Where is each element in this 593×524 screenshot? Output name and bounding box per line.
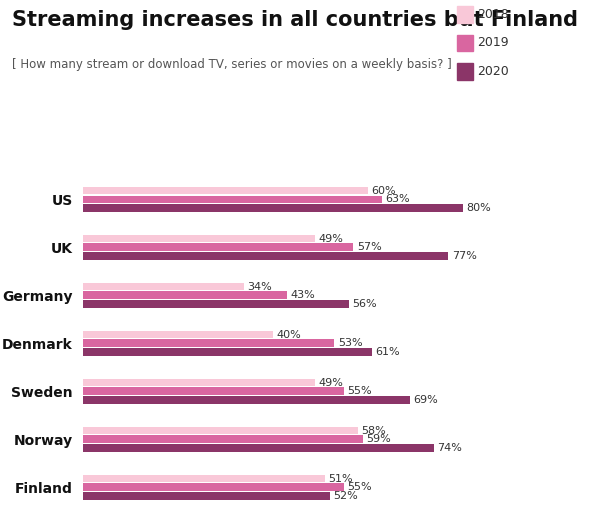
Bar (83, 340, 334, 347)
Text: 57%: 57% (357, 242, 381, 252)
Bar (83, 435, 363, 443)
Text: 2020: 2020 (477, 66, 509, 78)
Text: 49%: 49% (319, 378, 344, 388)
Text: 59%: 59% (366, 434, 391, 444)
Bar (83, 475, 325, 482)
Bar (83, 235, 315, 243)
Text: [ How many stream or download TV, series or movies on a weekly basis? ]: [ How many stream or download TV, series… (12, 58, 452, 71)
Bar (83, 283, 244, 290)
Text: 80%: 80% (466, 203, 490, 213)
Bar (83, 396, 410, 403)
Bar (83, 348, 372, 356)
Text: 58%: 58% (362, 425, 386, 435)
Text: 40%: 40% (276, 330, 301, 340)
Text: 77%: 77% (452, 251, 477, 261)
Bar (83, 300, 349, 308)
Text: 56%: 56% (352, 299, 377, 309)
Text: 2018: 2018 (477, 8, 509, 20)
Text: 34%: 34% (248, 281, 272, 292)
Bar (83, 483, 344, 491)
Text: 61%: 61% (376, 347, 400, 357)
Text: 2019: 2019 (477, 37, 509, 49)
Bar (83, 195, 382, 203)
Bar (83, 427, 358, 434)
Text: 74%: 74% (438, 443, 463, 453)
Bar (83, 204, 463, 212)
Text: 55%: 55% (347, 386, 372, 396)
Text: 55%: 55% (347, 482, 372, 492)
Bar (83, 187, 368, 194)
Text: Streaming increases in all countries but Finland: Streaming increases in all countries but… (12, 10, 578, 30)
Bar (83, 244, 353, 251)
Text: 51%: 51% (329, 474, 353, 484)
Text: 63%: 63% (385, 194, 410, 204)
Bar (83, 252, 448, 260)
Text: 69%: 69% (414, 395, 438, 405)
Bar (83, 444, 434, 452)
Bar (83, 291, 287, 299)
Bar (83, 379, 315, 386)
Bar (83, 387, 344, 395)
Text: 53%: 53% (338, 338, 362, 348)
Bar (83, 492, 330, 499)
Text: 43%: 43% (291, 290, 315, 300)
Text: 52%: 52% (333, 491, 358, 501)
Bar (83, 331, 273, 339)
Text: 60%: 60% (371, 185, 396, 195)
Text: 49%: 49% (319, 234, 344, 244)
